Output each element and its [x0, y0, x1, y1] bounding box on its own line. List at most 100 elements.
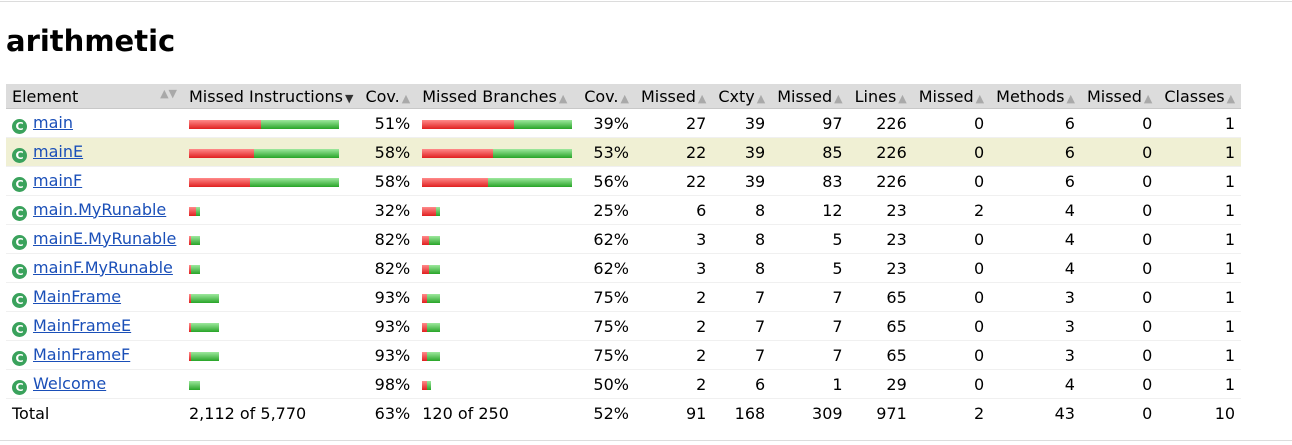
element-cell[interactable]: C MainFrameF	[6, 340, 183, 370]
header-methods[interactable]: Methods ▲	[990, 84, 1081, 109]
class-link[interactable]: MainFrame	[33, 286, 122, 306]
covered-bar-segment	[191, 322, 219, 332]
branch-coverage-pct: 25%	[578, 195, 635, 225]
class-link[interactable]: main	[33, 112, 73, 132]
missed-cxty: 22	[634, 166, 713, 196]
covered-bar-segment	[493, 148, 573, 158]
instr-coverage-pct: 51%	[359, 108, 417, 138]
missed-bar-segment	[422, 177, 489, 187]
header-missed-cxty[interactable]: Missed ▲	[634, 84, 713, 109]
sort-icon: ▲	[620, 91, 629, 105]
missed-lines: 1	[771, 369, 849, 399]
missed-bar-segment	[189, 264, 191, 274]
class-icon: C	[12, 379, 27, 395]
instructions-coverage-bar	[189, 148, 339, 158]
element-cell[interactable]: C Welcome	[6, 369, 183, 399]
branches-coverage-bar	[422, 148, 573, 158]
class-link[interactable]: Welcome	[33, 373, 107, 393]
header-missed-instructions[interactable]: Missed Instructions ▼	[183, 84, 360, 109]
instructions-coverage-bar	[189, 119, 339, 129]
total-branches: 120 of 250	[416, 398, 579, 427]
branch-coverage-pct: 50%	[578, 369, 635, 399]
class-link[interactable]: mainF.MyRunable	[33, 257, 173, 277]
header-cxty[interactable]: Cxty ▲	[712, 84, 772, 109]
total-instructions: 2,112 of 5,770	[183, 398, 360, 427]
lines: 23	[848, 195, 913, 225]
header-missed-methods[interactable]: Missed ▲	[912, 84, 991, 109]
instr-coverage-pct: 58%	[359, 137, 417, 167]
instructions-coverage-bar	[189, 293, 219, 303]
covered-bar-segment	[191, 235, 200, 245]
class-link[interactable]: main.MyRunable	[33, 199, 167, 219]
header-lines[interactable]: Lines ▲	[848, 84, 913, 109]
header-missed-lines[interactable]: Missed ▲	[771, 84, 849, 109]
class-link[interactable]: MainFrameE	[33, 315, 132, 335]
missed-classes: 0	[1080, 108, 1159, 138]
cxty: 7	[712, 311, 772, 341]
missed-cxty: 6	[634, 195, 713, 225]
cxty: 7	[712, 340, 772, 370]
table-row[interactable]: C MainFrameE 93% 75% 2 7 7 65 0 3 0 1	[6, 311, 1242, 341]
sort-icon: ▲	[558, 91, 568, 105]
branches-coverage	[416, 311, 579, 341]
table-row[interactable]: C MainFrameF 93% 75% 2 7 7 65 0 3 0 1	[6, 340, 1242, 370]
class-link[interactable]: mainE.MyRunable	[33, 228, 177, 248]
instructions-coverage-bar	[189, 235, 200, 245]
cxty: 7	[712, 282, 772, 312]
covered-bar-segment	[427, 322, 441, 332]
covered-bar-segment	[254, 148, 339, 158]
instructions-coverage	[183, 369, 360, 399]
branches-coverage-bar	[422, 177, 573, 187]
branches-coverage-bar	[422, 264, 441, 274]
missed-bar-segment	[189, 293, 191, 303]
covered-bar-segment	[514, 119, 573, 129]
cxty: 6	[712, 369, 772, 399]
total-missed-classes: 0	[1080, 398, 1159, 427]
header-element[interactable]: Element ▲▼	[6, 84, 183, 109]
branches-coverage	[416, 224, 579, 254]
cxty: 8	[712, 224, 772, 254]
header-missed-branches[interactable]: Missed Branches ▲	[416, 84, 579, 109]
header-row: Element ▲▼ Missed Instructions ▼ Cov. ▲ Mis…	[6, 84, 1242, 109]
missed-cxty: 2	[634, 369, 713, 399]
element-cell[interactable]: C MainFrameE	[6, 311, 183, 341]
class-link[interactable]: mainE	[33, 141, 84, 161]
class-link[interactable]: mainF	[33, 170, 83, 190]
total-label: Total	[6, 398, 183, 427]
cxty: 8	[712, 253, 772, 283]
total-cxty: 168	[712, 398, 772, 427]
header-missed-classes[interactable]: Missed ▲	[1080, 84, 1159, 109]
missed-methods: 0	[912, 340, 991, 370]
branches-coverage-bar	[422, 235, 441, 245]
instructions-coverage-bar	[189, 206, 200, 216]
header-branch-coverage[interactable]: Cov. ▲	[578, 84, 635, 109]
total-row: Total 2,112 of 5,770 63% 120 of 250 52% …	[6, 398, 1242, 427]
branches-coverage-bar	[422, 119, 573, 129]
header-classes[interactable]: Classes ▲	[1158, 84, 1242, 109]
missed-classes: 0	[1080, 137, 1159, 167]
instructions-coverage	[183, 253, 360, 283]
classes: 1	[1158, 166, 1242, 196]
table-row[interactable]: C Welcome 98% 50% 2 6 1 29 0 4 0 1	[6, 369, 1242, 399]
header-instr-coverage[interactable]: Cov. ▲	[359, 84, 417, 109]
missed-cxty: 3	[634, 253, 713, 283]
table-row[interactable]: C MainFrame 93% 75% 2 7 7 65 0 3 0 1	[6, 282, 1242, 312]
element-cell[interactable]: C MainFrame	[6, 282, 183, 312]
missed-bar-segment	[189, 351, 191, 361]
covered-bar-segment	[427, 293, 441, 303]
class-link[interactable]: MainFrameF	[33, 344, 131, 364]
class-icon: C	[12, 205, 27, 221]
sort-icon: ▲	[975, 91, 985, 105]
